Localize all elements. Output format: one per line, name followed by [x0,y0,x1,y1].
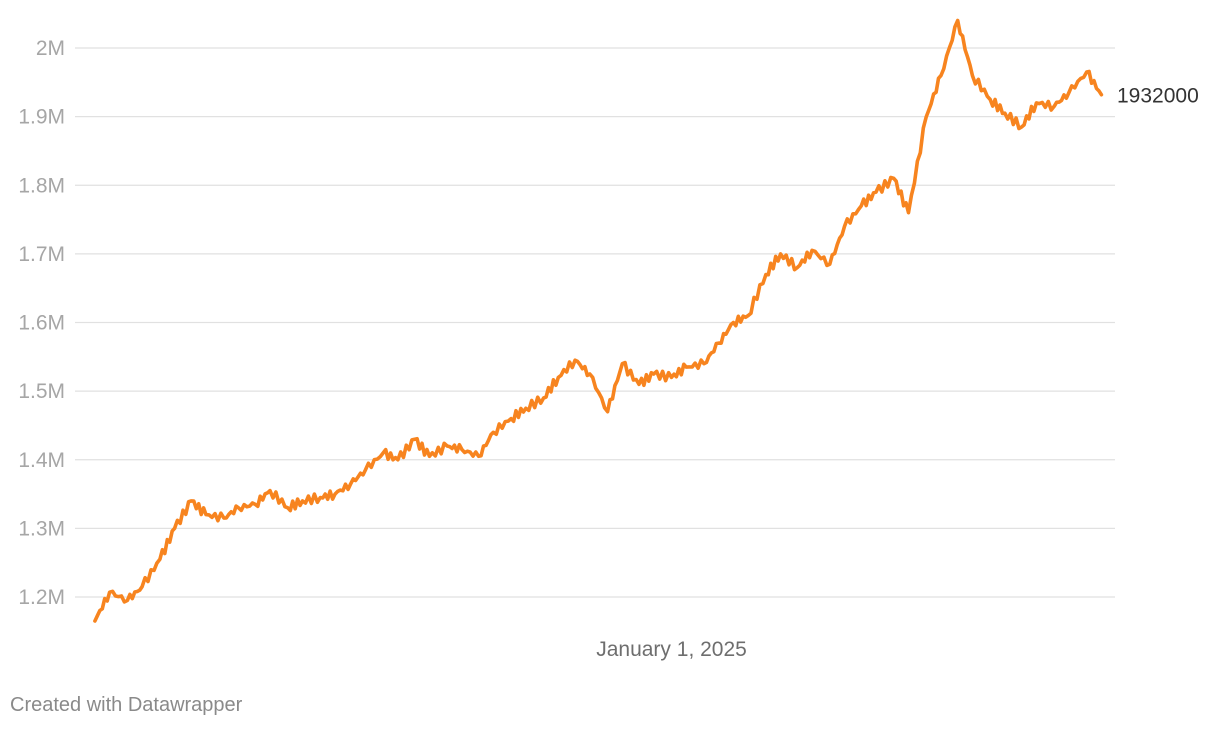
y-axis: 1.2M 1.3M 1.4M 1.5M 1.6M 1.7M 1.8M 1.9M 2M [18,37,65,609]
y-tick-label: 1.5M [18,380,65,403]
y-tick-label: 1.7M [18,243,65,266]
y-tick-label: 1.9M [18,106,65,129]
plot-area: 1932000 [93,18,1199,623]
line-chart: 1.2M 1.3M 1.4M 1.5M 1.6M 1.7M 1.8M 1.9M 2M Janua… [18,18,1199,661]
y-tick-label: 1.3M [18,517,65,540]
x-axis: January 1, 2025 [596,638,747,661]
datawrapper-credit: Created with Datawrapper [10,694,243,716]
y-tick-label: 1.6M [18,312,65,335]
series-line [93,18,1104,623]
gridlines [75,47,1115,598]
x-tick-label: January 1, 2025 [596,638,747,661]
end-value-label: 1932000 [1117,85,1199,108]
y-tick-label: 1.2M [18,586,65,609]
y-tick-label: 2M [36,37,65,60]
y-tick-label: 1.8M [18,174,65,197]
y-tick-label: 1.4M [18,449,65,472]
